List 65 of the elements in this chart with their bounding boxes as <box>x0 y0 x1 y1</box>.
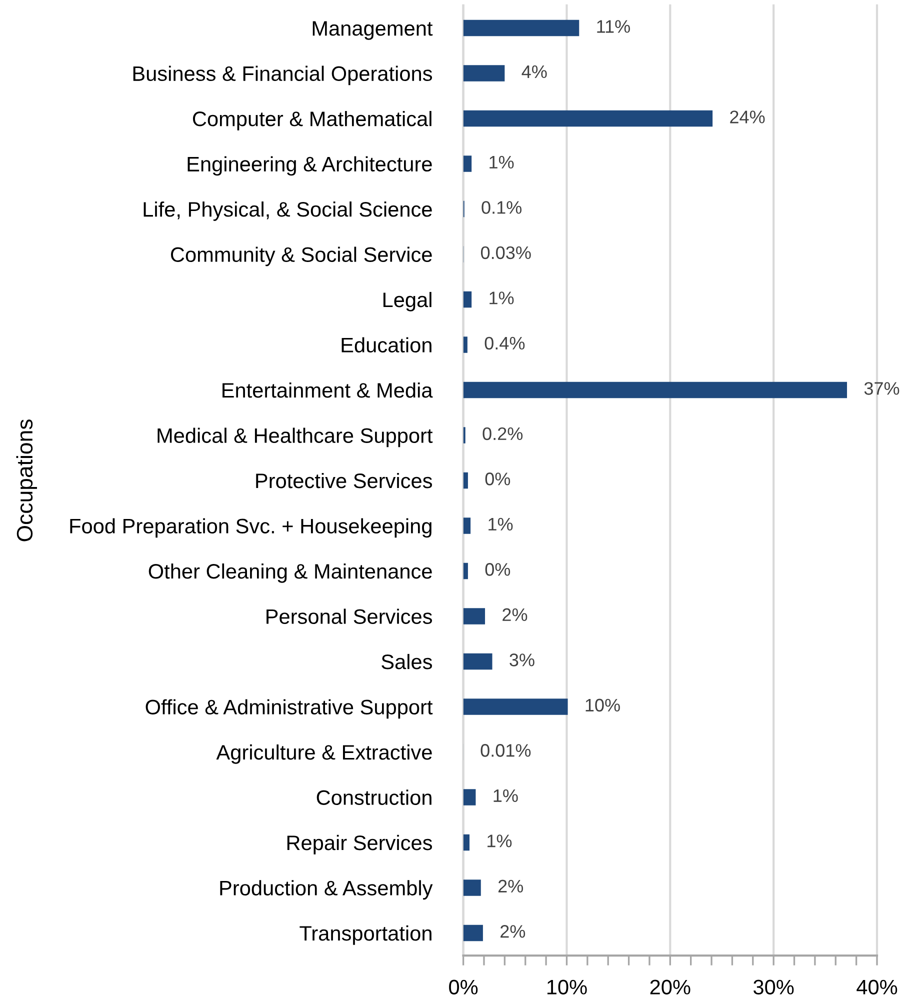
data-label: 0% <box>485 472 510 486</box>
data-label: 37% <box>864 382 900 395</box>
y-tick-label: Repair Services <box>287 834 432 854</box>
x-tick-label: 30% <box>754 980 794 995</box>
y-tick-label: Life, Physical, & Social Science <box>144 201 432 221</box>
data-label: 2% <box>500 925 526 938</box>
bar <box>463 156 472 172</box>
y-tick-label: Personal Services <box>266 608 432 624</box>
bar <box>463 562 468 580</box>
y-tick-label: Agriculture & Extractive <box>216 744 432 764</box>
y-tick-label: Office & Administrative Support <box>146 699 433 719</box>
x-tick-label: 40% <box>856 980 898 995</box>
data-label: 0.01% <box>480 744 531 757</box>
bar <box>463 336 468 353</box>
y-tick-label: Sales <box>382 654 432 670</box>
bar <box>463 518 471 534</box>
bar <box>463 924 483 942</box>
y-tick-label: Protective Services <box>256 472 432 488</box>
data-label: 0.1% <box>482 201 522 214</box>
y-tick-label: Computer & Mathematical <box>192 110 432 130</box>
y-tick-label: Medical & Healthcare Support <box>158 428 433 448</box>
y-tick-label: Business & Financial Operations <box>133 66 432 86</box>
data-label: 4% <box>522 65 547 78</box>
data-label: 0.2% <box>482 427 523 440</box>
y-tick-label: Education <box>342 337 432 353</box>
y-tick-label: Legal <box>383 292 432 312</box>
bar <box>463 698 568 715</box>
y-tick-label: Transportation <box>300 925 432 945</box>
data-label: 1% <box>490 292 514 304</box>
data-label: 10% <box>586 698 620 712</box>
data-label: 1% <box>490 156 514 169</box>
data-label: 11% <box>597 20 630 33</box>
data-label: 3% <box>510 654 534 666</box>
y-tick-label: Management <box>312 21 433 40</box>
y-tick-label: Other Cleaning & Maintenance <box>148 563 432 583</box>
y-tick-label: Production & Assembly <box>220 880 433 900</box>
data-label: 1% <box>494 789 518 802</box>
bar <box>463 880 481 896</box>
bar <box>463 20 580 36</box>
data-label: 24% <box>730 110 765 124</box>
data-label: 1% <box>488 834 512 848</box>
data-label: 1% <box>488 518 513 531</box>
bar <box>463 291 472 308</box>
data-label: 2% <box>502 608 528 622</box>
y-tick-label: Community & Social Service <box>170 246 432 266</box>
y-tick-label: Construction <box>316 790 432 805</box>
x-tick-label: 10% <box>547 980 587 995</box>
bar <box>463 65 505 82</box>
bar <box>463 608 486 624</box>
data-label: 0.4% <box>484 336 525 350</box>
bar <box>463 382 848 398</box>
data-label: 0.03% <box>480 246 531 260</box>
x-tick-label: 0% <box>449 980 478 995</box>
bar <box>463 472 468 489</box>
y-tick-label: Engineering & Architecture <box>188 156 432 176</box>
data-label: 0% <box>485 563 510 576</box>
y-axis-title: Occupations <box>16 420 37 542</box>
y-tick-label: Food Preparation Svc. + Housekeeping <box>70 518 432 538</box>
bar <box>463 789 476 806</box>
bar <box>463 110 713 127</box>
bar <box>463 653 492 670</box>
data-label: 2% <box>498 880 524 893</box>
bar <box>463 834 470 851</box>
x-tick-label: 20% <box>650 980 690 995</box>
y-tick-label: Entertainment & Media <box>222 382 433 398</box>
